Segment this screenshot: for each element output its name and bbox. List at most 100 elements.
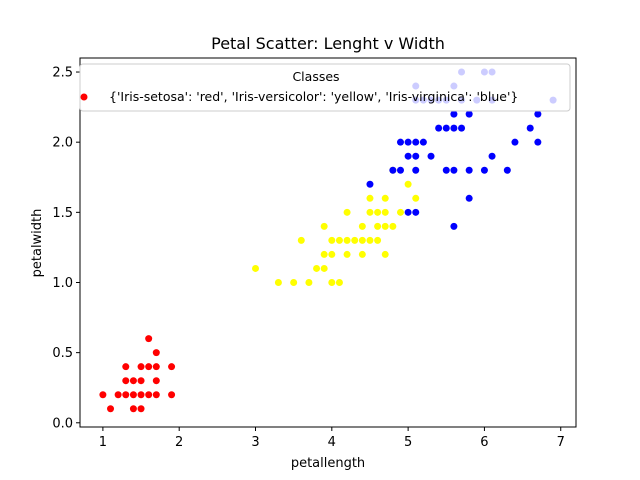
point-iris-virginica-2 — [396, 166, 404, 174]
point-iris-virginica-7 — [412, 208, 420, 216]
legend: Classes {'Iris-setosa': 'red', 'Iris-ver… — [79, 63, 571, 112]
point-iris-versicolor-25 — [374, 222, 382, 230]
point-iris-setosa-21 — [168, 363, 176, 371]
point-iris-versicolor-35 — [412, 194, 420, 202]
point-iris-versicolor-31 — [389, 222, 397, 230]
point-iris-virginica-4 — [404, 208, 412, 216]
point-iris-versicolor-24 — [374, 236, 382, 244]
point-iris-versicolor-1 — [274, 278, 282, 286]
point-iris-setosa-17 — [152, 377, 160, 385]
point-iris-virginica-10 — [412, 138, 420, 146]
point-iris-virginica-27 — [458, 124, 466, 132]
y-tick-label-1.5: 1.5 — [52, 206, 73, 221]
y-tick-label-0: 0.0 — [52, 416, 73, 431]
point-iris-setosa-2 — [114, 391, 122, 399]
point-iris-versicolor-15 — [343, 236, 351, 244]
y-tick-label-0.5: 0.5 — [52, 346, 73, 361]
point-iris-virginica-31 — [465, 166, 473, 174]
point-iris-setosa-0 — [99, 391, 107, 399]
point-iris-virginica-20 — [442, 124, 450, 132]
point-iris-virginica-19 — [442, 166, 450, 174]
point-iris-virginica-32 — [465, 110, 473, 118]
point-iris-setosa-14 — [145, 363, 153, 371]
point-iris-setosa-18 — [152, 363, 160, 371]
point-iris-setosa-13 — [145, 391, 153, 399]
y-tick-label-2: 2.0 — [52, 136, 73, 151]
point-iris-virginica-8 — [412, 166, 420, 174]
point-iris-virginica-42 — [534, 138, 542, 146]
point-iris-setosa-10 — [137, 391, 145, 399]
point-iris-versicolor-7 — [320, 250, 328, 258]
point-iris-setosa-3 — [122, 391, 130, 399]
x-tick-label-4: 4 — [328, 435, 336, 450]
point-iris-virginica-22 — [450, 222, 458, 230]
point-iris-setosa-5 — [122, 363, 130, 371]
point-iris-versicolor-11 — [328, 236, 336, 244]
point-iris-setosa-15 — [145, 335, 153, 343]
point-iris-versicolor-18 — [358, 250, 366, 258]
point-iris-versicolor-2 — [290, 278, 298, 286]
point-iris-virginica-15 — [427, 152, 435, 160]
point-iris-virginica-6 — [404, 138, 412, 146]
point-iris-virginica-24 — [450, 124, 458, 132]
point-iris-versicolor-21 — [366, 236, 374, 244]
point-iris-versicolor-9 — [328, 278, 336, 286]
point-iris-virginica-17 — [435, 124, 443, 132]
point-iris-setosa-19 — [152, 349, 160, 357]
point-iris-versicolor-0 — [252, 264, 260, 272]
legend-title: Classes — [292, 69, 339, 84]
point-iris-setosa-8 — [129, 377, 137, 385]
point-iris-versicolor-33 — [396, 208, 404, 216]
point-iris-virginica-34 — [480, 166, 488, 174]
point-iris-versicolor-12 — [335, 278, 343, 286]
point-iris-virginica-36 — [488, 152, 496, 160]
point-iris-virginica-23 — [450, 166, 458, 174]
point-iris-virginica-13 — [419, 138, 427, 146]
point-iris-setosa-4 — [122, 377, 130, 385]
point-iris-versicolor-20 — [358, 222, 366, 230]
point-iris-versicolor-5 — [313, 264, 321, 272]
point-iris-versicolor-30 — [381, 194, 389, 202]
point-iris-versicolor-26 — [374, 208, 382, 216]
point-iris-setosa-1 — [107, 405, 115, 413]
point-iris-virginica-43 — [534, 110, 542, 118]
point-iris-virginica-1 — [389, 166, 397, 174]
point-iris-virginica-0 — [366, 180, 374, 188]
point-iris-virginica-30 — [465, 194, 473, 202]
x-axis-label: petallength — [291, 456, 365, 471]
point-iris-versicolor-34 — [404, 180, 412, 188]
y-axis-label: petalwidth — [30, 209, 45, 278]
x-tick-label-2: 2 — [175, 435, 183, 450]
x-tick-label-3: 3 — [251, 435, 259, 450]
plot-frame — [79, 57, 577, 428]
point-iris-setosa-9 — [137, 405, 145, 413]
point-iris-versicolor-6 — [320, 264, 328, 272]
point-iris-versicolor-4 — [305, 278, 313, 286]
points-layer — [99, 68, 557, 413]
point-iris-versicolor-13 — [335, 236, 343, 244]
point-iris-versicolor-16 — [343, 208, 351, 216]
y-tick-label-2.5: 2.5 — [52, 66, 73, 81]
legend-box — [79, 63, 571, 112]
point-iris-virginica-39 — [503, 166, 511, 174]
point-iris-setosa-20 — [168, 391, 176, 399]
x-tick-label-1: 1 — [99, 435, 107, 450]
legend-marker — [80, 93, 88, 101]
point-iris-setosa-12 — [137, 363, 145, 371]
chart-title: Petal Scatter: Lenght v Width — [211, 34, 445, 53]
point-iris-versicolor-3 — [297, 236, 305, 244]
x-tick-label-6: 6 — [480, 435, 488, 450]
point-iris-setosa-11 — [137, 377, 145, 385]
point-iris-versicolor-27 — [381, 250, 389, 258]
x-tick-label-7: 7 — [557, 435, 565, 450]
point-iris-setosa-6 — [129, 405, 137, 413]
point-iris-versicolor-22 — [366, 208, 374, 216]
point-iris-versicolor-19 — [358, 236, 366, 244]
point-iris-setosa-16 — [152, 391, 160, 399]
legend-entry-label: {'Iris-setosa': 'red', 'Iris-versicolor'… — [109, 89, 518, 104]
point-iris-virginica-5 — [404, 152, 412, 160]
ticks-layer: 1 2 3 4 5 6 7 0.0 0.5 1.0 1.5 2.0 2.5 — [52, 66, 565, 450]
point-iris-versicolor-23 — [366, 194, 374, 202]
